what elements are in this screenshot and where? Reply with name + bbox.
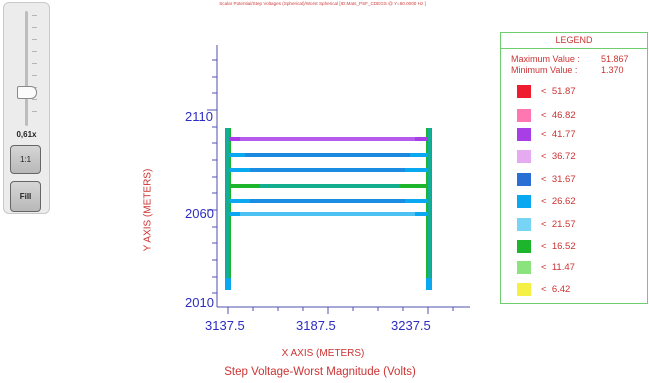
legend-swatch <box>517 240 531 253</box>
max-value-label: Maximum Value : <box>511 54 580 64</box>
fill-button[interactable]: Fill <box>10 181 41 212</box>
legend-swatch <box>517 173 531 186</box>
legend-item-label: < 46.82 <box>541 110 576 121</box>
y-tick-label: 2110 <box>185 109 213 124</box>
zoom-level-label: 0,61x <box>16 130 37 139</box>
zoom-control-panel: 0,61x 1:1 Fill <box>3 2 50 214</box>
y-tick-label: 2060 <box>185 206 214 221</box>
slider-tick <box>32 75 37 76</box>
legend-swatch <box>517 150 531 163</box>
legend-item-label: < 26.62 <box>541 196 576 207</box>
x-tick-label: 3137.5 <box>205 318 245 333</box>
plot-title: Scalar Potential/Step Voltages (Spherica… <box>219 1 426 6</box>
legend-swatch <box>517 109 531 122</box>
slider-tick <box>32 15 37 16</box>
legend-item-label: < 36.72 <box>541 151 576 162</box>
legend-swatch <box>517 195 531 208</box>
x-axis-ticks <box>227 307 454 314</box>
slider-tick <box>32 99 37 100</box>
legend-panel: LEGEND Maximum Value : 51.867 Minimum Va… <box>500 32 648 304</box>
zoom-slider-thumb[interactable] <box>17 86 37 99</box>
min-value-label: Minimum Value : <box>511 65 578 75</box>
y-axis-label: Y AXIS (METERS) <box>142 168 154 252</box>
grid-conductor-plot <box>225 128 432 290</box>
legend-item-label: < 31.67 <box>541 174 576 185</box>
slider-tick <box>32 51 37 52</box>
legend-swatch <box>517 283 531 296</box>
legend-item-label: < 51.87 <box>541 86 576 97</box>
slider-tick <box>32 63 37 64</box>
legend-swatch <box>517 261 531 274</box>
x-axis-label: X AXIS (METERS) <box>281 348 365 359</box>
ratio-1-1-button[interactable]: 1:1 <box>10 145 41 174</box>
legend-swatch <box>517 128 531 141</box>
legend-header: LEGEND <box>501 33 647 49</box>
legend-item-label: < 6.42 <box>541 284 571 295</box>
y-tick-label: 2010 <box>185 295 214 310</box>
legend-item-label: < 41.77 <box>541 129 576 140</box>
x-tick-label: 3237.5 <box>391 318 431 333</box>
slider-tick <box>32 39 37 40</box>
legend-swatch <box>517 218 531 231</box>
x-tick-label: 3187.5 <box>296 318 336 333</box>
plot-subtitle: Step Voltage-Worst Magnitude (Volts) <box>224 366 416 378</box>
slider-tick <box>32 111 37 112</box>
max-value: 51.867 <box>601 54 629 64</box>
legend-item-label: < 16.52 <box>541 241 576 252</box>
legend-item-label: < 21.57 <box>541 219 576 230</box>
legend-swatch <box>517 85 531 98</box>
y-axis-ticks <box>207 59 217 294</box>
min-value: 1.370 <box>601 65 624 75</box>
slider-tick <box>32 27 37 28</box>
legend-item-label: < 11.47 <box>541 262 575 273</box>
zoom-slider-track[interactable] <box>25 11 28 126</box>
